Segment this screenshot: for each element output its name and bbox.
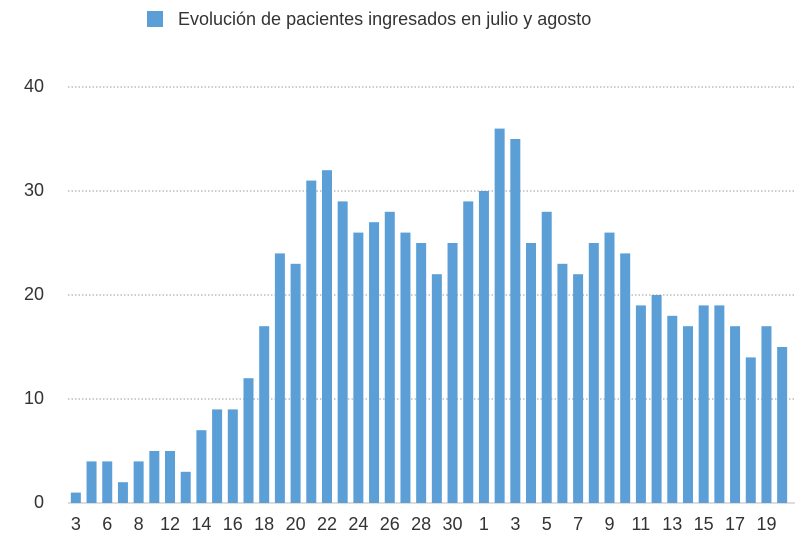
x-tick-label: 20: [286, 514, 306, 534]
bar: [730, 326, 741, 503]
x-tick-label: 5: [542, 514, 552, 534]
bar: [196, 430, 207, 503]
bar: [384, 211, 395, 504]
bar: [149, 451, 160, 503]
bar: [573, 274, 584, 503]
bar: [259, 326, 270, 503]
bar: [243, 378, 254, 503]
bar: [212, 409, 223, 503]
bar: [651, 295, 662, 503]
bar: [447, 243, 458, 503]
bar: [463, 201, 474, 503]
x-tick-label: 12: [160, 514, 180, 534]
x-tick-label: 24: [348, 514, 368, 534]
bar: [604, 232, 615, 503]
y-tick-label: 0: [34, 492, 44, 512]
bar: [102, 461, 113, 503]
bar: [321, 170, 332, 503]
x-tick-label: 11: [632, 514, 651, 534]
bar: [290, 263, 301, 503]
x-tick-label: 9: [604, 514, 614, 534]
x-tick-label: 6: [102, 514, 112, 534]
bar: [557, 263, 568, 503]
bar: [494, 128, 505, 503]
x-tick-label: 14: [191, 514, 211, 534]
bar: [70, 492, 81, 503]
x-tick-label: 18: [254, 514, 274, 534]
bar: [667, 315, 678, 503]
bar: [274, 253, 285, 503]
y-tick-label: 40: [24, 76, 44, 96]
bar: [541, 211, 552, 504]
bar: [431, 274, 442, 503]
x-tick-label: 13: [662, 514, 682, 534]
x-tick-label: 3: [510, 514, 520, 534]
bar: [510, 139, 521, 503]
bar: [526, 243, 537, 503]
bar: [86, 461, 97, 503]
bar: [761, 326, 772, 503]
bar: [745, 357, 756, 503]
bar: [478, 191, 489, 503]
bar: [337, 201, 348, 503]
bar: [588, 243, 599, 503]
x-tick-label: 16: [223, 514, 243, 534]
bar: [306, 180, 317, 503]
bar: [682, 326, 693, 503]
x-tick-label: 26: [380, 514, 400, 534]
bar: [698, 305, 709, 503]
x-tick-label: 15: [694, 514, 714, 534]
bar: [227, 409, 238, 503]
x-tick-label: 7: [573, 514, 583, 534]
y-tick-label: 10: [24, 388, 44, 408]
x-tick-label: 8: [134, 514, 144, 534]
bar: [353, 232, 364, 503]
bar: [117, 482, 128, 503]
x-tick-label: 30: [443, 514, 463, 534]
x-tick-label: 17: [725, 514, 745, 534]
bar: [400, 232, 411, 503]
x-tick-label: 1: [479, 514, 489, 534]
bar: [777, 347, 788, 503]
x-tick-label: 28: [411, 514, 431, 534]
bar: [133, 461, 144, 503]
bar: [620, 253, 631, 503]
bar: [635, 305, 646, 503]
x-tick-label: 19: [756, 514, 776, 534]
bar: [714, 305, 725, 503]
bar: [165, 451, 176, 503]
bar: [416, 243, 427, 503]
x-tick-label: 22: [317, 514, 337, 534]
y-tick-label: 30: [24, 180, 44, 200]
legend-swatch: [147, 11, 163, 27]
bar: [369, 222, 380, 503]
legend-label: Evolución de pacientes ingresados en jul…: [178, 9, 591, 29]
y-tick-label: 20: [24, 284, 44, 304]
x-tick-label: 3: [71, 514, 81, 534]
bar: [180, 471, 191, 503]
